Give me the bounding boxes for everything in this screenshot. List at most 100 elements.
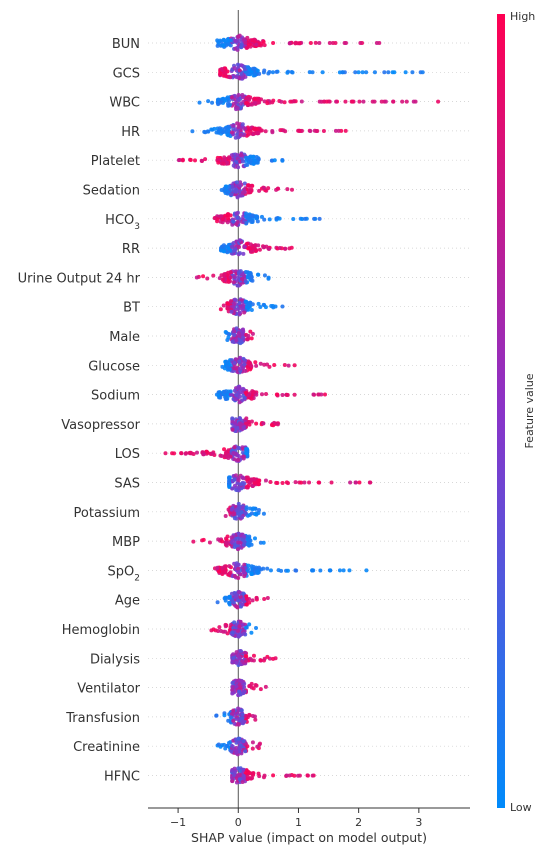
point [218,307,223,312]
dots-hfnc [230,766,316,785]
point [246,304,251,309]
point [225,160,230,165]
point [237,421,242,426]
point [288,99,293,104]
feature-label-wbc: WBC [109,96,140,111]
point [259,128,264,133]
point [247,622,252,627]
point [241,542,246,547]
point [237,245,241,250]
point [222,186,227,191]
point [254,569,259,574]
point [221,43,226,48]
point [237,624,242,629]
point [256,272,261,277]
point [249,183,254,188]
point [285,187,290,192]
point [232,388,237,393]
point [255,68,260,73]
feature-gridlines [148,42,470,776]
point [228,715,233,720]
point [240,159,245,164]
point [232,769,237,774]
point [329,480,334,485]
point [209,127,214,132]
point [238,632,243,637]
point [233,46,238,51]
point [219,214,224,219]
point [235,220,240,225]
point [252,536,257,541]
point [235,458,240,463]
point [225,364,230,369]
point [236,92,241,97]
point [379,99,384,104]
point [232,360,237,365]
point [251,653,256,658]
feature-label-bt: BT [123,301,140,316]
point [231,718,236,723]
point [220,277,225,282]
point [227,155,232,160]
dots-potassium [223,501,266,521]
point [218,219,223,224]
point [292,99,297,104]
point [258,361,263,366]
point [257,741,262,746]
point [223,624,228,629]
point [238,768,243,773]
point [210,100,215,105]
point [234,75,239,80]
point [230,339,235,344]
point [245,241,250,246]
point [357,480,362,485]
point [296,773,301,778]
point [211,273,216,278]
point [242,181,247,186]
point [223,629,228,634]
point [251,245,256,250]
point [243,40,248,45]
point [274,216,279,221]
feature-label-mbp: MBP [112,535,140,550]
point [356,70,361,75]
point [258,658,263,663]
point [246,771,251,776]
point [243,447,248,451]
point [212,216,217,221]
dots-glucose [220,355,297,375]
point [242,187,247,192]
point [248,506,253,511]
point [240,719,245,724]
point [255,479,260,484]
point [241,75,246,80]
point [364,568,369,573]
point [226,448,231,453]
point [220,565,225,570]
point [290,70,295,75]
point [231,280,236,285]
point [244,654,249,659]
point [252,72,257,77]
point [280,304,285,309]
point [236,570,241,575]
point [191,539,196,544]
point [247,188,252,193]
point [311,392,316,397]
point [184,451,189,456]
point [249,542,254,547]
point [243,163,248,168]
point [263,478,268,483]
feature-label-rr: RR [122,242,140,257]
feature-label-spo: SpO2 [108,564,140,583]
point [318,568,323,573]
point [241,386,246,391]
point [232,66,237,71]
point [243,713,248,718]
point [223,395,228,400]
point [232,773,237,778]
point [262,186,267,191]
point [234,397,239,402]
point [230,711,235,716]
point [223,70,228,75]
